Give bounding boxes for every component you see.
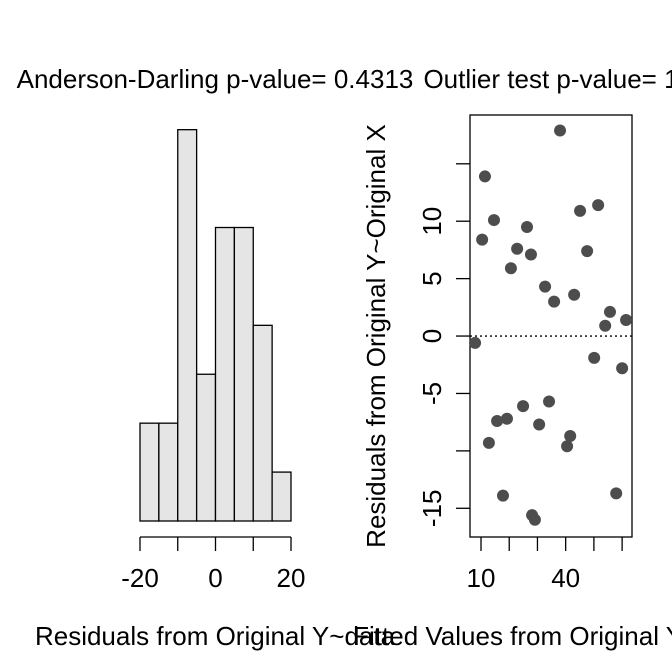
x-tick-label: 0 [208,563,222,593]
bar [252,324,273,522]
chart-title: Anderson-Darling p-value= 0.4313 [17,64,414,94]
point [482,436,495,449]
point [533,418,546,431]
bar [195,373,217,522]
point [610,487,623,500]
point [543,395,556,408]
y-axis-label: Residuals from Original Y~Original X [361,124,391,548]
y-tick-label: -5 [417,382,447,405]
plot-box [469,114,633,538]
y-tick-label: -15 [417,490,447,528]
bar [177,129,198,522]
y-tick-label: 5 [417,271,447,285]
point [574,204,587,217]
point [554,124,567,137]
point [564,429,577,442]
point [500,412,513,425]
point [539,280,552,293]
point [620,313,633,326]
point [478,170,491,183]
point [561,440,574,453]
point [581,245,594,258]
chart-title: Outlier test p-value= 1 [423,64,672,94]
point [592,199,605,212]
point [491,415,504,428]
point [469,336,482,349]
point [497,489,510,502]
y-tick-label: 0 [417,329,447,343]
bar [233,226,254,522]
point [603,305,616,318]
point [476,233,489,246]
point [524,248,537,261]
point [528,513,541,526]
point [504,262,517,275]
point [511,242,524,255]
bar [214,226,236,522]
point [616,362,629,375]
x-tick-label: 20 [277,563,306,593]
point [568,288,581,301]
y-tick-label: 10 [417,207,447,236]
bar [139,422,160,522]
x-axis-label: Fitted Values from Original Y~data [353,621,672,651]
x-axis-label: Residuals from Original Y~data [35,621,396,651]
point [588,351,601,364]
point [548,295,561,308]
point [517,400,530,413]
point [487,214,500,227]
x-tick-label: 10 [467,563,496,593]
point [599,319,612,332]
bar [158,422,179,522]
point [521,220,534,233]
x-tick-label: -20 [121,563,159,593]
x-tick-label: 40 [551,563,580,593]
bar [271,471,292,522]
